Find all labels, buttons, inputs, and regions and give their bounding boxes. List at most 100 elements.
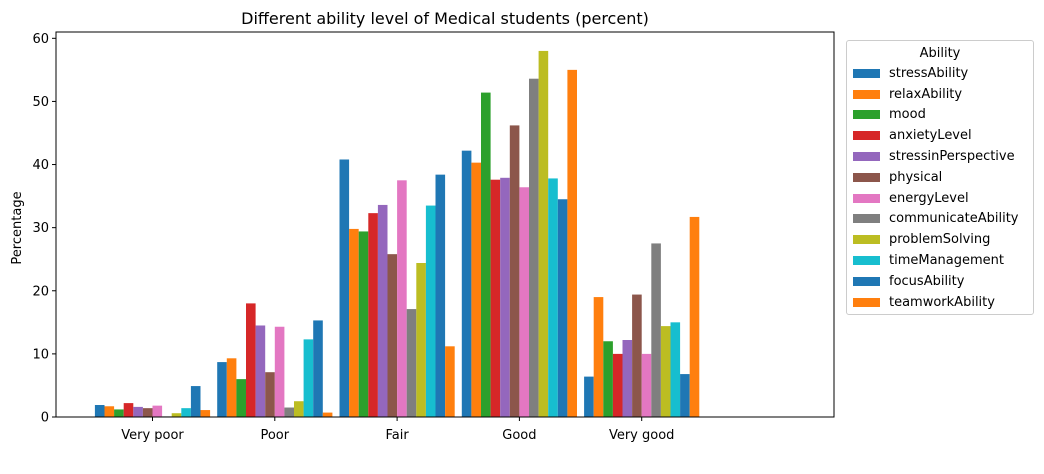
bars-layer: [94, 50, 700, 418]
legend-item: focusAbility: [847, 271, 1033, 292]
bar-communicateAbility-1: [284, 407, 294, 417]
legend-swatch: [853, 110, 880, 120]
y-axis-label: Percentage: [10, 191, 25, 264]
bar-focusAbility-3: [557, 199, 568, 417]
bar-teamworkAbility-4: [689, 216, 700, 417]
legend-item: problemSolving: [847, 229, 1033, 250]
legend-items: stressAbility relaxAbility mood anxietyLeve…: [847, 63, 1033, 313]
bar-focusAbility-0: [190, 386, 201, 417]
bar-problemSolving-4: [660, 326, 671, 417]
legend-item: mood: [847, 105, 1033, 126]
bar-teamworkAbility-2: [445, 346, 455, 417]
legend-swatch: [853, 131, 880, 141]
x-tick-label: Fair: [385, 428, 409, 443]
legend-swatch: [853, 214, 880, 224]
legend-label: focusAbility: [889, 273, 965, 289]
legend-swatch: [853, 297, 880, 307]
bar-physical-2: [387, 254, 398, 417]
bar-stressAbility-0: [94, 405, 105, 417]
legend-title: Ability: [919, 46, 961, 61]
bar-problemSolving-2: [416, 263, 426, 417]
y-tick-label: 10: [32, 347, 49, 362]
legend-label: energyLevel: [889, 190, 969, 206]
legend-label: teamworkAbility: [889, 294, 995, 310]
bar-stressinPerspective-2: [377, 204, 388, 417]
legend: Ability stressAbility relaxAbility mood anx…: [846, 40, 1034, 315]
bar-focusAbility-2: [435, 174, 446, 417]
bar-physical-3: [509, 125, 520, 417]
bar-anxietyLevel-2: [368, 213, 378, 417]
bar-mood-0: [114, 409, 124, 417]
x-tick-label: Very poor: [121, 428, 184, 443]
legend-label: physical: [889, 169, 943, 185]
bar-problemSolving-3: [538, 50, 549, 418]
bar-physical-1: [265, 372, 275, 417]
legend-label: stressinPerspective: [889, 149, 1015, 165]
bar-energyLevel-3: [519, 187, 529, 417]
bar-stressinPerspective-1: [255, 325, 266, 417]
bar-mood-2: [358, 231, 369, 417]
legend-swatch: [853, 152, 880, 162]
legend-item: teamworkAbility: [847, 292, 1033, 313]
bar-stressAbility-4: [584, 376, 594, 417]
bar-anxietyLevel-0: [123, 403, 134, 417]
bar-timeManagement-2: [425, 205, 436, 417]
bar-teamworkAbility-0: [200, 410, 211, 417]
bar-physical-0: [142, 408, 153, 417]
plot-frame: [55, 31, 835, 418]
legend-swatch: [853, 276, 880, 286]
bar-anxietyLevel-1: [246, 303, 256, 417]
bar-energyLevel-2: [397, 180, 407, 417]
y-tick-label: 60: [32, 32, 49, 47]
legend-label: anxietyLevel: [889, 128, 972, 144]
legend-item: stressAbility: [847, 63, 1033, 84]
x-tick-label: Poor: [260, 428, 289, 443]
bar-problemSolving-0: [171, 413, 182, 417]
bar-anxietyLevel-4: [612, 353, 623, 417]
bar-timeManagement-1: [303, 339, 314, 417]
bar-communicateAbility-3: [529, 78, 539, 417]
bar-stressinPerspective-0: [133, 406, 143, 417]
legend-item: timeManagement: [847, 250, 1033, 271]
y-tick-label: 20: [32, 284, 49, 299]
legend-swatch: [853, 68, 880, 78]
bar-energyLevel-0: [152, 405, 163, 417]
bar-relaxAbility-4: [593, 297, 604, 417]
bar-relaxAbility-1: [226, 358, 237, 417]
bar-mood-4: [603, 341, 613, 417]
bar-stressAbility-1: [217, 362, 227, 417]
legend-label: communicateAbility: [889, 211, 1019, 227]
bar-timeManagement-4: [670, 322, 681, 417]
y-tick-label: 0: [41, 411, 49, 426]
legend-item: stressinPerspective: [847, 146, 1033, 167]
bar-mood-3: [481, 92, 491, 417]
bar-communicateAbility-2: [406, 309, 417, 417]
legend-swatch: [853, 193, 880, 203]
bar-teamworkAbility-1: [322, 412, 333, 417]
legend-label: mood: [889, 107, 926, 123]
x-tick-label: Good: [502, 428, 536, 443]
legend-item: relaxAbility: [847, 84, 1033, 105]
bar-problemSolving-1: [294, 401, 304, 417]
axes-layer: 0 10 20 30 40 50 60 Very poor Poor Fair Good Very g…: [32, 31, 835, 443]
bar-energyLevel-4: [641, 353, 652, 417]
bar-timeManagement-0: [181, 408, 191, 417]
legend-label: relaxAbility: [889, 86, 963, 102]
y-tick-label: 50: [32, 95, 49, 110]
bar-stressAbility-3: [461, 150, 472, 417]
bar-focusAbility-4: [680, 374, 690, 417]
legend-item: physical: [847, 167, 1033, 188]
legend-swatch: [853, 235, 880, 245]
bar-stressAbility-2: [339, 159, 350, 418]
bar-stressinPerspective-3: [500, 177, 510, 417]
bar-energyLevel-1: [274, 326, 285, 417]
bar-relaxAbility-3: [471, 162, 481, 417]
x-tick-label: Very good: [609, 428, 674, 443]
bar-relaxAbility-2: [349, 228, 359, 417]
legend-swatch: [853, 172, 880, 182]
bar-relaxAbility-0: [104, 406, 115, 417]
legend-item: communicateAbility: [847, 209, 1033, 230]
bar-physical-4: [632, 294, 642, 417]
